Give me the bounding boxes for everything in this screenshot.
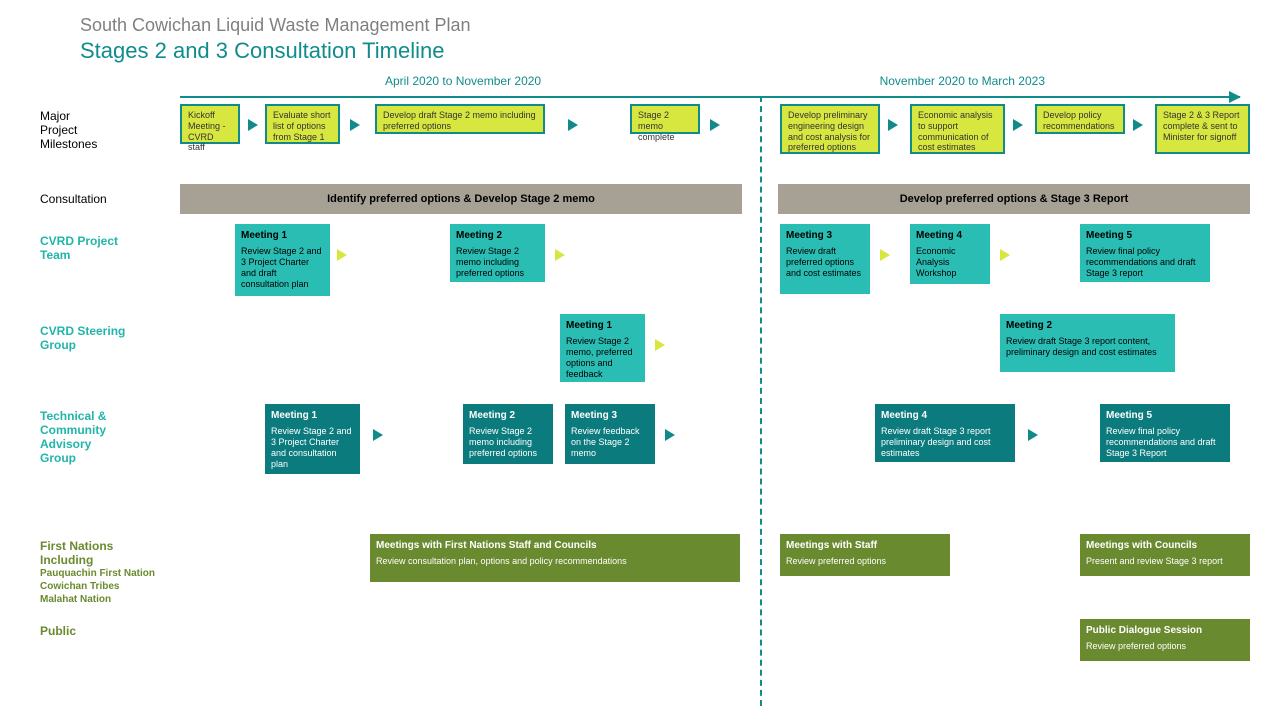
card-title: Meetings with Staff bbox=[786, 540, 944, 553]
card-body: Review Stage 2 and 3 Project Charter and… bbox=[241, 246, 322, 290]
milestone-box: Economic analysis to support communicati… bbox=[910, 104, 1005, 154]
public-label: Public bbox=[40, 624, 190, 638]
card-body: Review draft Stage 3 report preliminary … bbox=[881, 426, 991, 459]
milestone-box: Kickoff Meeting - CVRD staff bbox=[180, 104, 240, 144]
card-title: Meeting 5 bbox=[1106, 410, 1224, 423]
tcag-label-1: Technical & bbox=[40, 409, 190, 423]
card-title: Meeting 3 bbox=[786, 230, 864, 243]
fn-meeting-card: Meetings with Staff Review preferred opt… bbox=[780, 534, 950, 576]
arrow-icon bbox=[880, 249, 890, 261]
tcag-meeting-card: Meeting 2 Review Stage 2 memo including … bbox=[463, 404, 553, 464]
arrow-icon bbox=[1013, 119, 1023, 131]
card-body: Review Stage 2 memo, preferred options a… bbox=[566, 336, 633, 380]
main-title: Stages 2 and 3 Consultation Timeline bbox=[80, 38, 1260, 64]
cvrd-team-meeting-card: Meeting 1 Review Stage 2 and 3 Project C… bbox=[235, 224, 330, 296]
cvrd-team-label-2: Team bbox=[40, 248, 190, 262]
tcag-meeting-card: Meeting 5 Review final policy recommenda… bbox=[1100, 404, 1230, 462]
arrow-icon bbox=[665, 429, 675, 441]
fn-sublabel-2: Cowichan Tribes bbox=[40, 580, 190, 593]
arrow-icon bbox=[1229, 91, 1241, 103]
card-title: Meeting 5 bbox=[1086, 230, 1204, 243]
supertitle: South Cowichan Liquid Waste Management P… bbox=[80, 15, 1260, 36]
milestone-box: Develop policy recommendations bbox=[1035, 104, 1125, 134]
card-body: Review preferred options bbox=[786, 556, 886, 566]
card-title: Meeting 2 bbox=[456, 230, 539, 243]
card-body: Review draft Stage 3 report content, pre… bbox=[1006, 336, 1157, 357]
milestone-box: Develop preliminary engineering design a… bbox=[780, 104, 880, 154]
fn-sublabel-3: Malahat Nation bbox=[40, 593, 190, 606]
milestone-box: Evaluate short list of options from Stag… bbox=[265, 104, 340, 144]
card-body: Review Stage 2 memo including preferred … bbox=[456, 246, 524, 279]
arrow-icon bbox=[373, 429, 383, 441]
card-title: Meeting 4 bbox=[916, 230, 984, 243]
consultation-bar-right: Develop preferred options & Stage 3 Repo… bbox=[778, 184, 1250, 214]
arrow-icon bbox=[337, 249, 347, 261]
card-body: Review final policy recommendations and … bbox=[1106, 426, 1216, 459]
arrow-icon bbox=[555, 249, 565, 261]
tcag-label-2: Community bbox=[40, 423, 190, 437]
card-title: Meeting 3 bbox=[571, 410, 649, 423]
steering-meeting-card: Meeting 2 Review draft Stage 3 report co… bbox=[1000, 314, 1175, 372]
milestones-label-3: Milestones bbox=[40, 137, 190, 151]
card-body: Review Stage 2 memo including preferred … bbox=[469, 426, 537, 459]
cvrd-team-meeting-card: Meeting 5 Review final policy recommenda… bbox=[1080, 224, 1210, 282]
period-2-label: November 2020 to March 2023 bbox=[880, 74, 1045, 88]
arrow-icon bbox=[350, 119, 360, 131]
milestone-box: Develop draft Stage 2 memo including pre… bbox=[375, 104, 545, 134]
card-title: Meeting 4 bbox=[881, 410, 1009, 423]
cvrd-team-meeting-card: Meeting 3 Review draft preferred options… bbox=[780, 224, 870, 294]
steering-label-2: Group bbox=[40, 338, 190, 352]
arrow-icon bbox=[1028, 429, 1038, 441]
fn-label-2: Including bbox=[40, 553, 190, 567]
fn-meeting-card: Meetings with First Nations Staff and Co… bbox=[370, 534, 740, 582]
consultation-label: Consultation bbox=[40, 192, 190, 206]
card-body: Review Stage 2 and 3 Project Charter and… bbox=[271, 426, 352, 470]
milestone-box: Stage 2 memo complete bbox=[630, 104, 700, 134]
card-title: Public Dialogue Session bbox=[1086, 625, 1244, 638]
card-body: Review draft preferred options and cost … bbox=[786, 246, 861, 279]
card-title: Meeting 2 bbox=[1006, 320, 1169, 333]
card-body: Present and review Stage 3 report bbox=[1086, 556, 1223, 566]
card-title: Meeting 2 bbox=[469, 410, 547, 423]
arrow-icon bbox=[1000, 249, 1010, 261]
arrow-icon bbox=[248, 119, 258, 131]
timeline-axis bbox=[180, 96, 1240, 98]
tcag-meeting-card: Meeting 4 Review draft Stage 3 report pr… bbox=[875, 404, 1015, 462]
steering-label-1: CVRD Steering bbox=[40, 324, 190, 338]
steering-meeting-card: Meeting 1 Review Stage 2 memo, preferred… bbox=[560, 314, 645, 382]
tcag-meeting-card: Meeting 3 Review feedback on the Stage 2… bbox=[565, 404, 655, 464]
fn-sublabel-1: Pauquachin First Nation bbox=[40, 567, 190, 580]
period-1-label: April 2020 to November 2020 bbox=[385, 74, 541, 88]
consultation-bar-left: Identify preferred options & Develop Sta… bbox=[180, 184, 742, 214]
card-title: Meeting 1 bbox=[566, 320, 639, 333]
arrow-icon bbox=[1133, 119, 1143, 131]
card-title: Meeting 1 bbox=[241, 230, 324, 243]
card-title: Meetings with Councils bbox=[1086, 540, 1244, 553]
card-body: Review consultation plan, options and po… bbox=[376, 556, 627, 566]
arrow-icon bbox=[888, 119, 898, 131]
card-body: Review feedback on the Stage 2 memo bbox=[571, 426, 640, 459]
card-title: Meeting 1 bbox=[271, 410, 354, 423]
milestones-lane: Kickoff Meeting - CVRD staff Evaluate sh… bbox=[180, 104, 1240, 164]
milestone-box: Stage 2 & 3 Report complete & sent to Mi… bbox=[1155, 104, 1250, 154]
arrow-icon bbox=[568, 119, 578, 131]
fn-meeting-card: Meetings with Councils Present and revie… bbox=[1080, 534, 1250, 576]
tcag-label-4: Group bbox=[40, 451, 190, 465]
tcag-meeting-card: Meeting 1 Review Stage 2 and 3 Project C… bbox=[265, 404, 360, 474]
cvrd-team-label-1: CVRD Project bbox=[40, 234, 190, 248]
public-card: Public Dialogue Session Review preferred… bbox=[1080, 619, 1250, 661]
milestones-label-1: Major bbox=[40, 109, 190, 123]
cvrd-team-meeting-card: Meeting 2 Review Stage 2 memo including … bbox=[450, 224, 545, 282]
arrow-icon bbox=[710, 119, 720, 131]
fn-label-1: First Nations bbox=[40, 539, 190, 553]
arrow-icon bbox=[655, 339, 665, 351]
card-body: Review final policy recommendations and … bbox=[1086, 246, 1196, 279]
card-body: Economic Analysis Workshop bbox=[916, 246, 956, 279]
tcag-label-3: Advisory bbox=[40, 437, 190, 451]
card-body: Review preferred options bbox=[1086, 641, 1186, 651]
card-title: Meetings with First Nations Staff and Co… bbox=[376, 540, 734, 553]
milestones-label-2: Project bbox=[40, 123, 190, 137]
cvrd-team-meeting-card: Meeting 4 Economic Analysis Workshop bbox=[910, 224, 990, 284]
